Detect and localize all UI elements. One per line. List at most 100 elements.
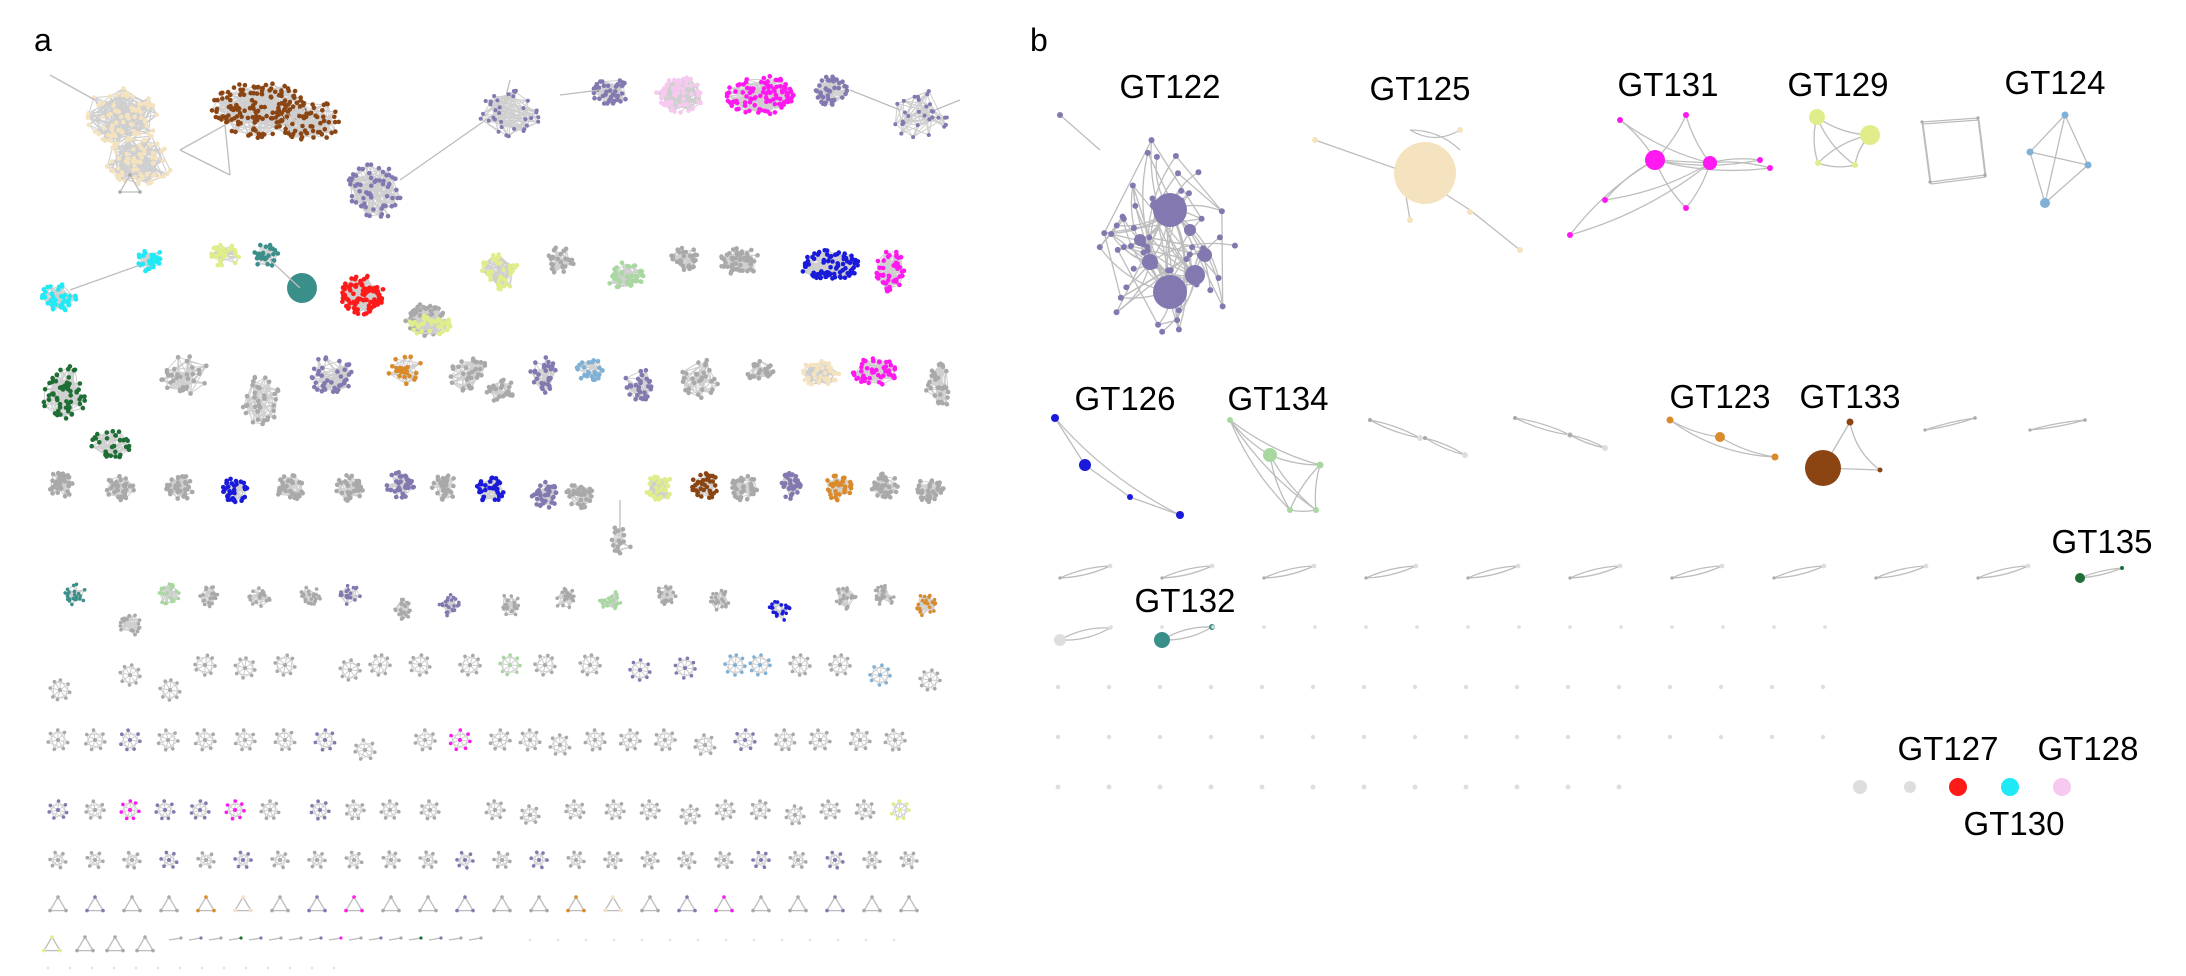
network-node [225, 119, 230, 124]
network-edge [493, 117, 526, 120]
network-node [499, 125, 504, 130]
network-node [772, 101, 778, 107]
network-node [319, 131, 325, 137]
network-edge [382, 183, 393, 199]
network-node [818, 90, 823, 95]
network-node [818, 275, 823, 280]
network-node [393, 176, 398, 181]
network-node [749, 96, 754, 102]
network-edge [120, 125, 147, 132]
network-node [748, 262, 754, 267]
network-edge [494, 95, 514, 120]
network-node [805, 254, 810, 260]
network-node [221, 247, 226, 253]
network-node [496, 129, 501, 134]
network-node [613, 272, 619, 278]
network-node [100, 100, 106, 105]
network-node [209, 108, 215, 113]
network-node [246, 133, 251, 138]
network-node [415, 323, 421, 328]
network-node [601, 101, 607, 106]
network-node [815, 95, 821, 100]
network-node [680, 102, 686, 107]
network-node [367, 213, 372, 219]
network-node [915, 123, 920, 128]
network-node [107, 94, 113, 99]
network-node [742, 103, 748, 108]
network-node [228, 97, 233, 103]
network-node [916, 109, 921, 114]
network-node [132, 175, 138, 180]
network-node [616, 284, 621, 290]
network-node [665, 99, 670, 105]
network-node [150, 150, 156, 156]
network-node [108, 111, 113, 117]
network-edge [327, 103, 336, 132]
network-node [67, 293, 72, 299]
network-node [138, 109, 143, 115]
network-node [605, 83, 611, 89]
network-node [115, 109, 120, 114]
network-node [113, 149, 119, 155]
network-node [836, 85, 841, 91]
network-edge [136, 161, 149, 184]
network-node [666, 78, 672, 83]
network-node [508, 271, 513, 277]
network-node [943, 115, 947, 120]
network-node [597, 96, 602, 102]
panel-b-letter: b [1030, 22, 1048, 58]
network-node [758, 79, 764, 85]
network-node [729, 103, 734, 109]
network-node [353, 200, 359, 205]
network-node [358, 296, 363, 302]
network-node [256, 253, 261, 259]
network-node [233, 129, 238, 135]
network-node [347, 300, 353, 306]
network-node [378, 214, 384, 219]
network-node [160, 158, 166, 164]
network-node [108, 138, 114, 144]
network-node [362, 201, 367, 206]
network-edge [599, 98, 614, 104]
network-node [238, 92, 243, 97]
network-node [695, 82, 700, 88]
cluster-blob [719, 246, 760, 276]
network-node [138, 171, 143, 177]
network-node [142, 249, 147, 254]
network-node [903, 110, 907, 115]
network-node [632, 263, 638, 269]
network-edge [281, 119, 302, 135]
network-node [444, 327, 450, 333]
network-edge [117, 125, 148, 144]
network-node [237, 110, 243, 116]
network-node [289, 134, 295, 140]
network-node [290, 104, 296, 109]
network-node [591, 90, 597, 96]
network-node [131, 167, 136, 173]
network-edge [98, 111, 119, 135]
network-edge [350, 167, 380, 185]
network-edge [362, 168, 384, 206]
network-edge [151, 157, 165, 177]
network-node [748, 267, 753, 272]
network-node [377, 178, 382, 183]
network-node [931, 109, 935, 114]
network-node [385, 213, 391, 219]
network-edge [93, 95, 111, 99]
network-node [492, 257, 498, 263]
network-node [893, 122, 898, 127]
network-node [604, 89, 609, 95]
network-node [321, 114, 326, 120]
network-node [840, 95, 845, 100]
network-node [145, 105, 151, 110]
network-node [353, 183, 358, 189]
network-node [361, 195, 366, 201]
network-node [688, 83, 694, 88]
network-node [114, 120, 119, 125]
network-edge [235, 110, 259, 133]
network-node [558, 259, 564, 265]
network-node [140, 175, 145, 180]
network-node [155, 255, 160, 260]
network-edge [675, 94, 699, 97]
network-node [385, 184, 391, 190]
